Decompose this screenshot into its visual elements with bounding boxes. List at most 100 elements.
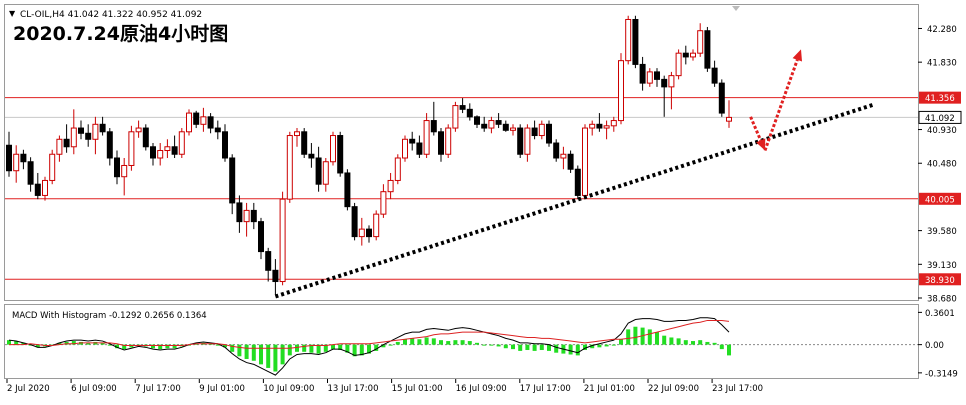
bear-candle-body xyxy=(142,127,149,148)
macd-histogram-bar xyxy=(410,338,415,345)
macd-histogram-bar xyxy=(259,344,263,365)
bull-candle-body xyxy=(452,105,459,129)
candle xyxy=(416,135,423,158)
candle xyxy=(510,124,516,136)
time-tick-label: 2 Jul 2020 xyxy=(7,384,50,394)
macd-histogram-bar xyxy=(172,344,177,349)
macd-histogram-bar xyxy=(532,344,537,351)
bear-candle-body xyxy=(632,18,639,65)
candle xyxy=(661,75,668,117)
bear-candle-body xyxy=(654,71,660,80)
macd-histogram-bar xyxy=(388,344,393,346)
macd-histogram-bar xyxy=(158,344,163,350)
bull-candle-body xyxy=(510,127,516,131)
bull-candle-body xyxy=(387,179,394,193)
candle xyxy=(517,124,524,158)
current-price-tag-label: 41.092 xyxy=(925,114,955,124)
macd-histogram-bar xyxy=(611,344,616,346)
candle xyxy=(423,113,430,158)
macd-histogram-bar xyxy=(727,344,731,356)
price-tick-label: 42.280 xyxy=(927,25,957,35)
macd-histogram-bar xyxy=(331,344,335,350)
bull-candle-body xyxy=(13,153,20,172)
macd-histogram-bar xyxy=(590,344,595,349)
candle xyxy=(632,15,639,69)
time-tick-label: 15 Jul 01:00 xyxy=(392,384,443,394)
candle xyxy=(560,146,567,170)
bull-candle-body xyxy=(135,127,142,133)
bear-candle-body xyxy=(416,142,423,155)
bull-candle-body xyxy=(42,179,48,196)
macd-histogram-bar xyxy=(518,344,523,351)
macd-histogram-bar xyxy=(302,344,307,352)
macd-histogram-bar xyxy=(403,339,407,345)
candle xyxy=(574,165,581,200)
macd-histogram-bar xyxy=(273,344,278,372)
bull-candle-body xyxy=(243,209,250,223)
macd-histogram-bar xyxy=(21,342,26,345)
macd-histogram-bar xyxy=(381,344,386,348)
bear-candle-body xyxy=(85,132,92,140)
macd-histogram-bar xyxy=(417,339,422,345)
macd-histogram-bar xyxy=(467,341,472,345)
bull-candle-body xyxy=(92,123,99,140)
bear-candle-body xyxy=(78,127,84,134)
bull-candle-body xyxy=(373,213,380,238)
candle xyxy=(589,120,596,136)
bear-candle-body xyxy=(214,127,221,133)
candle xyxy=(481,116,488,132)
macd-histogram-bar xyxy=(151,344,155,349)
macd-histogram-bar xyxy=(431,338,436,345)
bull-candle-body xyxy=(294,131,300,137)
macd-histogram-bar xyxy=(583,344,587,351)
bear-candle-body xyxy=(474,116,480,125)
bear-candle-body xyxy=(639,63,646,84)
candle xyxy=(704,26,711,72)
bear-candle-body xyxy=(171,146,178,155)
bear-candle-body xyxy=(207,116,214,129)
bear-candle-body xyxy=(150,146,156,159)
bear-candle-body xyxy=(337,135,344,174)
macd-histogram-bar xyxy=(165,344,170,349)
macd-histogram-bar xyxy=(323,344,328,352)
level-lines xyxy=(5,97,918,280)
candle xyxy=(20,149,27,170)
candle xyxy=(488,116,495,134)
macd-histogram-bar xyxy=(496,344,501,347)
candle xyxy=(279,191,286,286)
arrow-down-icon xyxy=(749,116,763,141)
bull-candle-body xyxy=(423,120,430,155)
candle xyxy=(582,124,588,200)
candle xyxy=(452,101,459,132)
arrow-up-icon xyxy=(763,59,799,152)
arrow-down-icon-head xyxy=(756,138,766,151)
macd-histogram-bar xyxy=(57,342,62,345)
candle xyxy=(34,172,41,200)
candle xyxy=(301,128,308,158)
bull-candle-body xyxy=(394,157,401,181)
level-price-tag xyxy=(919,91,961,104)
candle xyxy=(438,128,444,162)
macd-histogram-bar xyxy=(251,344,256,361)
candle xyxy=(373,210,380,241)
candle xyxy=(618,53,624,125)
level-price-tag-label: 41.356 xyxy=(925,94,955,104)
candle xyxy=(13,145,20,183)
macd-histogram-bar xyxy=(604,344,609,347)
candle xyxy=(157,143,164,166)
macd-histogram-bar xyxy=(626,329,631,345)
bull-candle-body xyxy=(618,60,624,122)
candle xyxy=(70,109,77,155)
current-price-tag xyxy=(918,110,962,124)
macd-histogram-bar xyxy=(575,344,580,356)
bull-candle-body xyxy=(128,131,135,166)
macd-axis: 0.3601 0.00 -0.3149 xyxy=(918,309,958,379)
macd-histogram-bar xyxy=(316,344,321,354)
bear-candle-body xyxy=(27,161,34,185)
candle xyxy=(459,98,466,114)
bear-candle-body xyxy=(553,142,560,159)
candle xyxy=(596,113,603,132)
macd-histogram-bar xyxy=(122,344,127,350)
bear-candle-body xyxy=(459,105,466,110)
bull-candle-body xyxy=(488,120,495,129)
